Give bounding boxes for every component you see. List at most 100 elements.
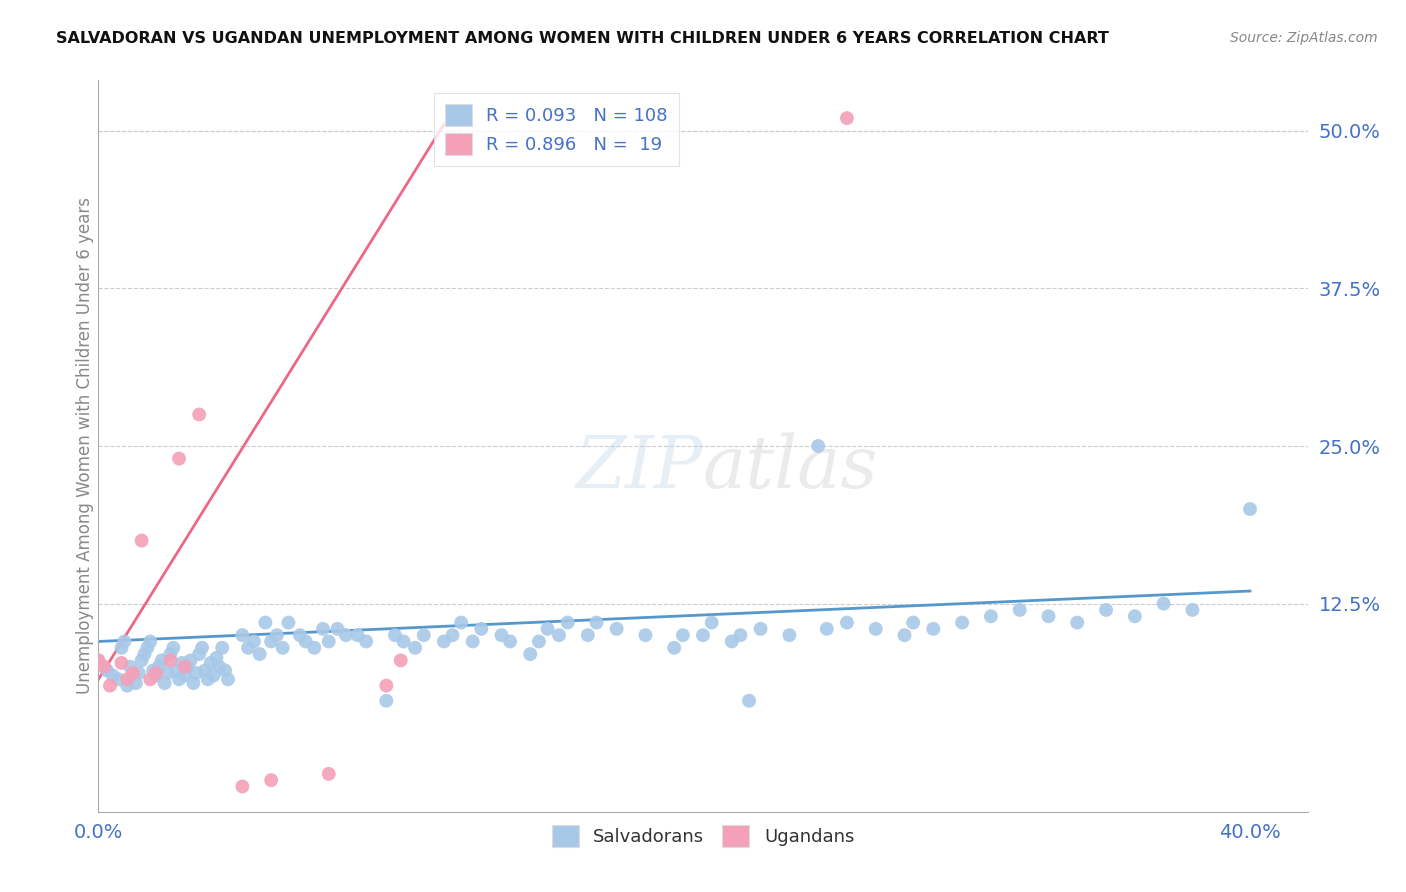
Point [150,653,173,667]
Point [145,668,167,682]
Point [835,111,858,125]
Text: Source: ZipAtlas.com: Source: ZipAtlas.com [1230,31,1378,45]
Point [548,628,571,642]
Point [165,664,187,678]
Point [188,408,211,422]
Point [450,615,472,630]
Point [107,673,129,687]
Point [202,668,225,682]
Point [441,628,464,642]
Point [254,615,277,630]
Point [231,780,253,794]
Point [1008,603,1031,617]
Point [470,622,492,636]
Point [288,628,311,642]
Point [326,622,349,636]
Point [110,640,132,655]
Point [672,628,695,642]
Point [835,615,858,630]
Point [231,628,253,642]
Point [112,634,135,648]
Point [1239,502,1261,516]
Point [87,653,110,667]
Point [1181,603,1204,617]
Text: ZIP: ZIP [575,433,703,503]
Point [208,659,231,673]
Point [197,673,219,687]
Point [901,615,924,630]
Point [236,640,259,655]
Point [87,653,110,667]
Point [173,659,195,673]
Point [606,622,628,636]
Point [807,439,830,453]
Point [519,647,541,661]
Point [412,628,434,642]
Point [205,651,228,665]
Point [122,665,145,680]
Point [191,640,214,655]
Point [730,628,752,642]
Point [1153,597,1175,611]
Point [491,628,513,642]
Point [139,673,162,687]
Point [125,676,148,690]
Point [738,694,761,708]
Point [142,664,165,678]
Point [815,622,838,636]
Point [131,653,153,667]
Legend: Salvadorans, Ugandans: Salvadorans, Ugandans [544,817,862,854]
Point [893,628,915,642]
Point [271,640,294,655]
Point [527,634,550,648]
Point [404,640,426,655]
Point [139,634,162,648]
Point [214,664,236,678]
Point [98,679,121,693]
Point [183,676,205,690]
Point [318,634,340,648]
Point [145,665,167,680]
Point [115,673,138,687]
Point [128,665,150,680]
Point [180,653,202,667]
Point [335,628,357,642]
Point [346,628,368,642]
Point [131,533,153,548]
Point [749,622,772,636]
Point [176,659,198,673]
Point [134,647,156,661]
Point [294,634,316,648]
Point [153,676,176,690]
Point [950,615,973,630]
Point [194,664,217,678]
Point [260,773,283,788]
Point [162,640,184,655]
Point [243,634,266,648]
Point [277,615,299,630]
Point [1038,609,1060,624]
Point [304,640,326,655]
Point [980,609,1002,624]
Point [101,668,124,682]
Point [865,622,887,636]
Point [173,668,195,682]
Point [318,767,340,781]
Point [576,628,599,642]
Point [375,694,398,708]
Point [200,656,222,670]
Point [170,656,193,670]
Point [778,628,800,642]
Point [692,628,714,642]
Point [266,628,288,642]
Point [392,634,415,648]
Point [186,665,208,680]
Point [120,659,142,673]
Point [167,451,190,466]
Point [536,622,558,636]
Point [122,668,145,682]
Point [148,659,170,673]
Point [720,634,742,648]
Point [211,640,233,655]
Point [312,622,335,636]
